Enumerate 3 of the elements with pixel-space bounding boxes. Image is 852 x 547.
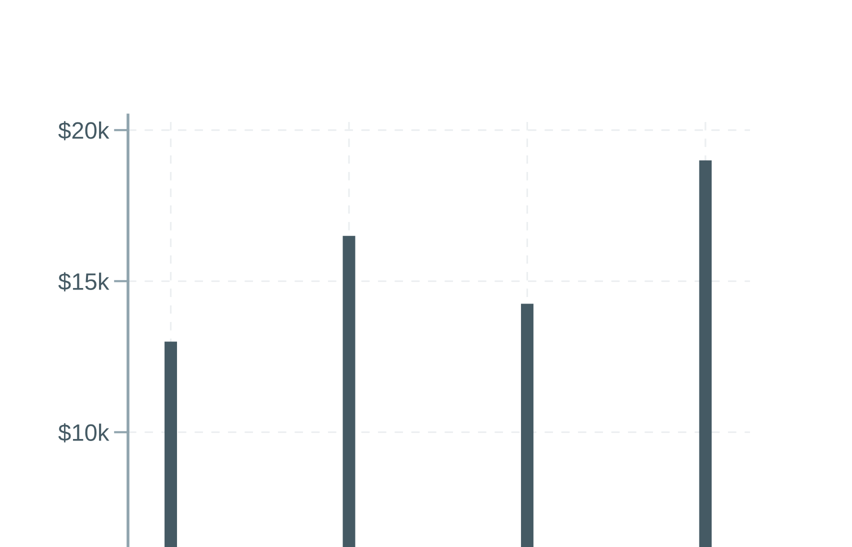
y-tick-label: $15k xyxy=(58,272,110,292)
y-tick-label: $10k xyxy=(58,423,110,442)
y-tick-label: $20k xyxy=(58,121,110,140)
